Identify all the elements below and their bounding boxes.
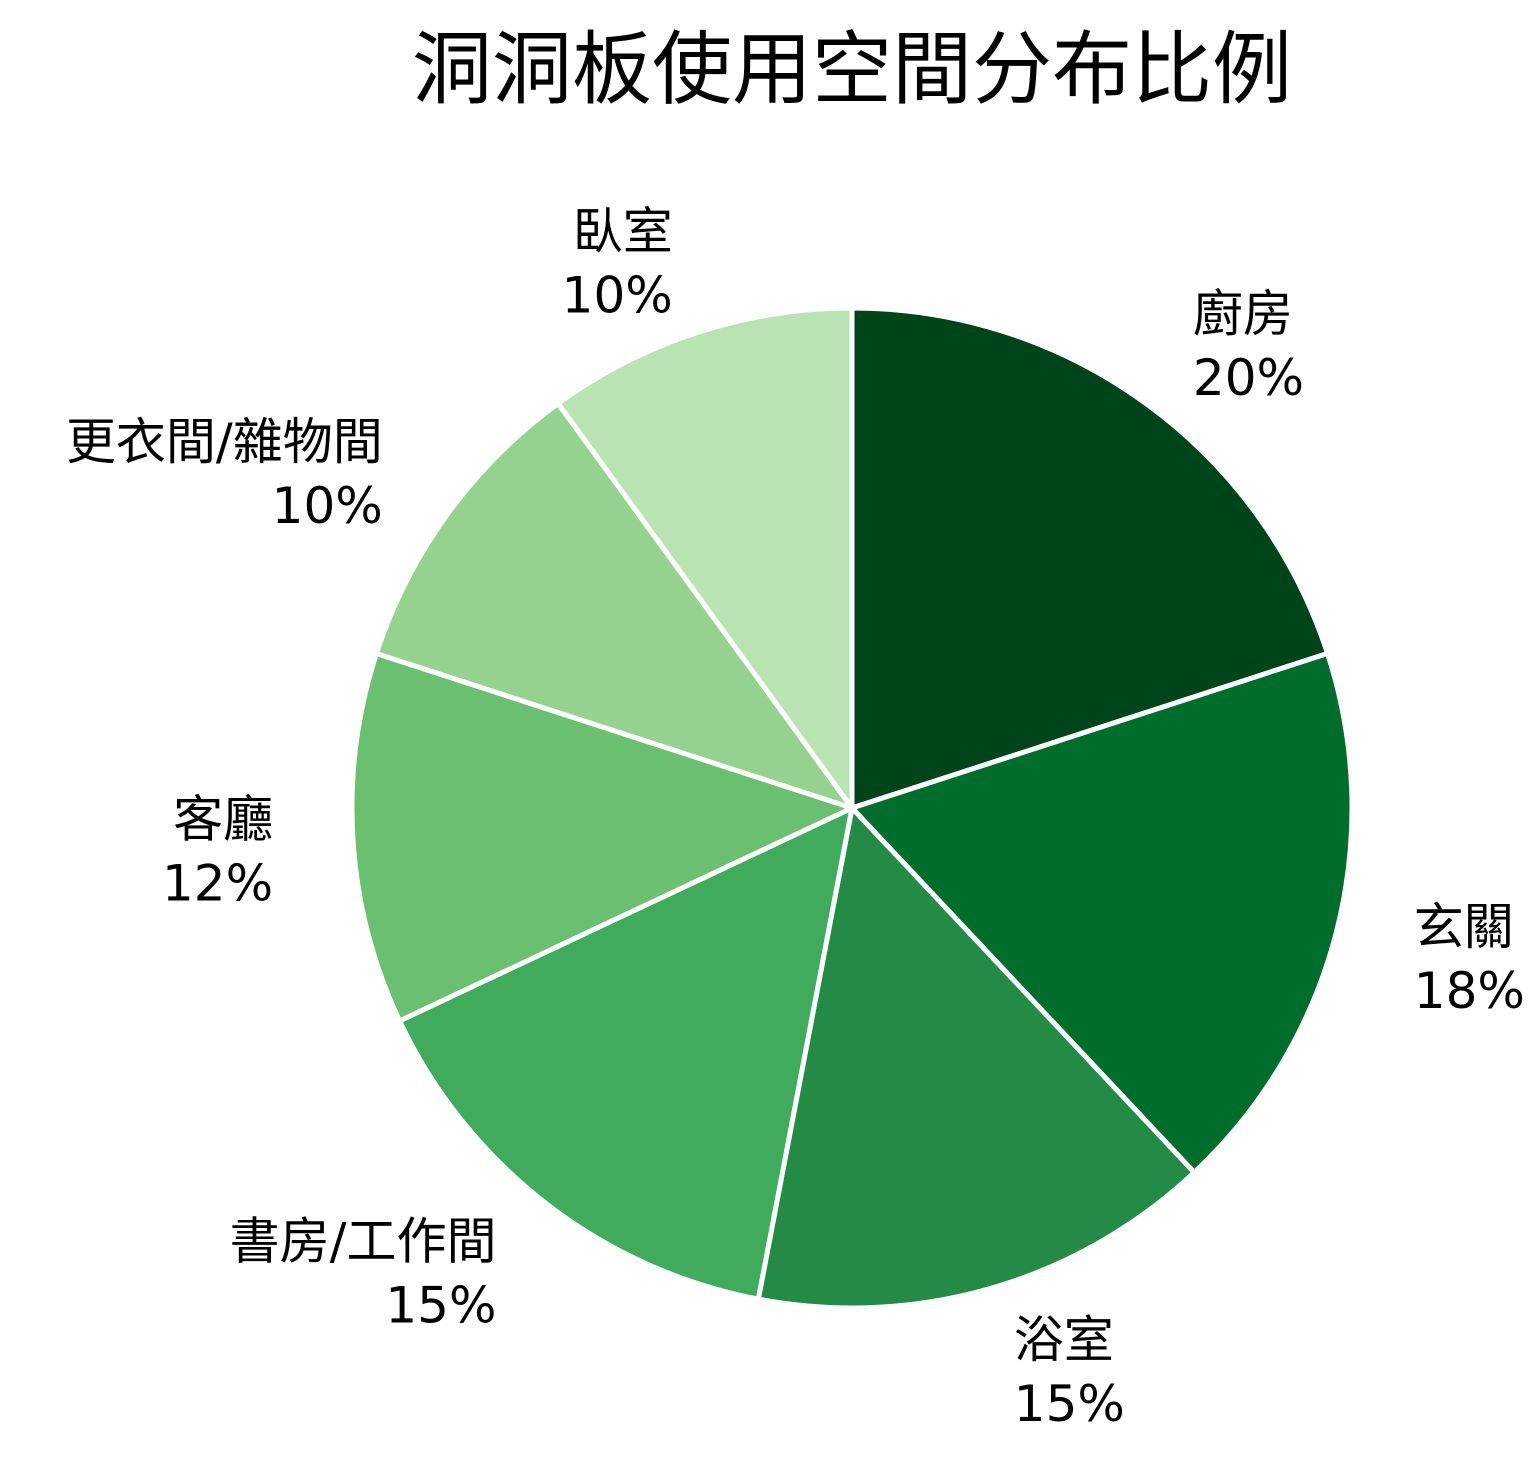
pie-slice [349,650,855,1024]
slice-label-name: 廚房 [1193,285,1293,343]
pie-slices [349,305,1355,1311]
slice-label: 客廳 12% [162,790,273,912]
slice-label-name: 客廳 [173,790,273,848]
slice-label: 玄關 18% [1414,898,1525,1020]
slice-labels: 廚房 20%玄關 18%浴室 15%書房/工作間 15%客廳 12%更衣間/雜物間 10%臥… [66,202,1525,1433]
pie-slice [755,805,1197,1311]
slice-label: 臥室 10% [562,202,673,324]
pie-slice [849,650,1355,1175]
slice-label-name: 臥室 [573,202,673,260]
slice-label-percent: 15% [1014,1375,1125,1433]
slice-label-name: 玄關 [1414,898,1514,956]
pie-slice [373,400,855,811]
slice-label: 浴室 15% [1014,1311,1125,1433]
pie-slice [849,305,1331,811]
slice-label-percent: 12% [162,854,273,912]
slice-label-name: 浴室 [1014,1311,1114,1369]
slice-label-percent: 10% [562,266,673,324]
slice-label: 書房/工作間 15% [230,1212,497,1334]
slice-label: 廚房 20% [1193,285,1304,407]
slice-label-percent: 10% [272,477,383,535]
chart-title: 洞洞板使用空間分布比例 [412,23,1292,116]
slice-label-percent: 15% [385,1276,496,1334]
pie-slice [555,305,855,811]
slice-label-name: 書房/工作間 [230,1212,497,1270]
slice-label-percent: 18% [1414,962,1525,1020]
slice-label-name: 更衣間/雜物間 [66,413,383,471]
pie-slice [397,805,855,1302]
slice-label-percent: 20% [1193,349,1304,407]
slice-label: 更衣間/雜物間 10% [66,413,383,535]
